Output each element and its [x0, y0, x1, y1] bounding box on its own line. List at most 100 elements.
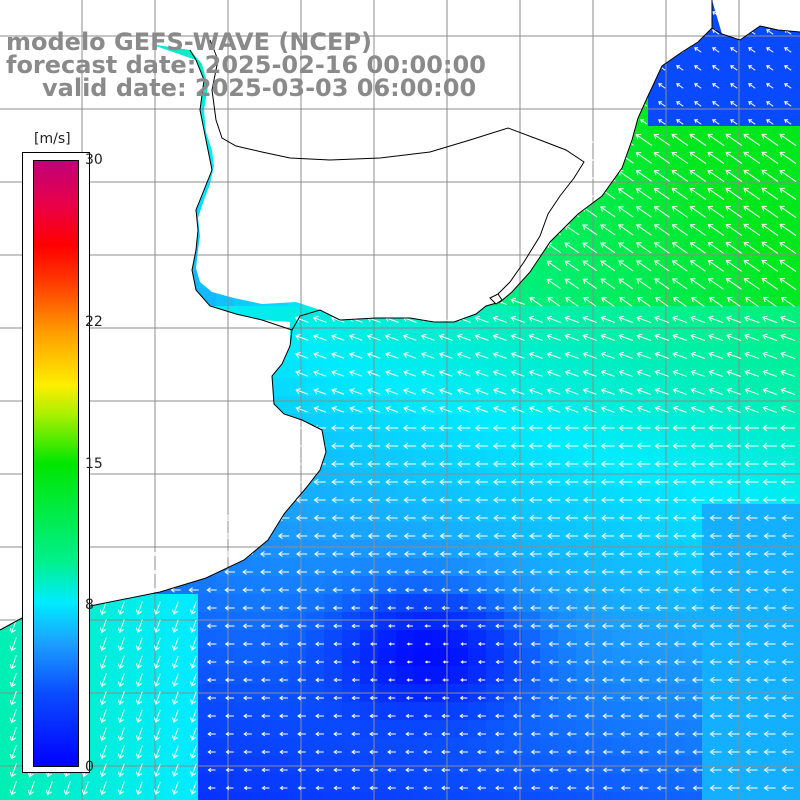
wind-arrow [780, 478, 795, 486]
wind-arrow [332, 587, 343, 593]
wind-arrow [207, 677, 217, 683]
wind-arrow [672, 442, 687, 450]
wind-arrow [474, 351, 489, 359]
speed-cell [306, 756, 325, 775]
wind-arrow [655, 550, 668, 558]
wind-arrow [708, 297, 723, 307]
wind-arrow [385, 551, 398, 557]
wind-arrow [745, 514, 758, 522]
wind-arrow [422, 569, 433, 575]
wind-arrow [547, 532, 560, 540]
speed-cell [684, 540, 703, 559]
speed-cell [792, 144, 800, 163]
wind-arrow [565, 514, 578, 522]
speed-cell [450, 792, 469, 800]
speed-cell [324, 540, 343, 559]
speed-cell [576, 396, 595, 415]
speed-cell [432, 396, 451, 415]
speed-cell [342, 558, 361, 577]
wind-arrow [727, 676, 740, 684]
speed-cell [792, 288, 800, 307]
wind-arrow [546, 460, 561, 468]
wind-arrow [351, 623, 360, 629]
wind-arrow [766, 83, 774, 89]
speed-cell [576, 306, 595, 325]
speed-cell [468, 468, 487, 487]
wind-arrow [439, 478, 452, 486]
wind-arrow [404, 587, 415, 593]
wind-arrow [154, 673, 161, 687]
speed-cell [558, 792, 577, 800]
wind-arrow [260, 569, 271, 575]
speed-cell [720, 324, 739, 343]
wind-arrow [206, 623, 217, 629]
speed-cell [522, 738, 541, 757]
speed-cell [522, 558, 541, 577]
speed-cell [756, 324, 775, 343]
wind-arrow [671, 170, 689, 182]
speed-cell [738, 666, 757, 685]
speed-cell [396, 414, 415, 433]
speed-cell [666, 594, 685, 613]
wind-arrow [745, 622, 758, 630]
wind-arrow [691, 586, 704, 594]
speed-cell [252, 738, 271, 757]
wind-arrow [530, 677, 541, 683]
speed-cell [738, 342, 757, 361]
speed-cell [774, 576, 793, 595]
colorbar-tick-8: 8 [85, 597, 94, 614]
wind-arrow [403, 496, 416, 504]
speed-cell [342, 396, 361, 415]
wind-arrow [636, 514, 651, 522]
wind-arrow [763, 658, 776, 666]
wind-arrow [619, 641, 632, 647]
speed-cell [792, 630, 800, 649]
wind-arrow [744, 387, 759, 395]
speed-cell [702, 342, 721, 361]
wind-arrow [442, 660, 449, 664]
wind-arrow [636, 387, 651, 395]
speed-cell [594, 702, 613, 721]
colorbar-units: [m/s] [33, 131, 72, 147]
speed-cell [720, 396, 739, 415]
speed-cell [306, 558, 325, 577]
wind-arrow [154, 655, 161, 669]
wind-arrow [673, 622, 686, 630]
speed-cell [216, 666, 235, 685]
speed-cell [558, 450, 577, 469]
speed-cell [486, 558, 505, 577]
wind-arrow [600, 442, 615, 450]
wind-arrow [242, 641, 253, 647]
wind-arrow [655, 586, 668, 594]
wind-arrow [331, 514, 344, 522]
wind-arrow [564, 478, 579, 486]
wind-arrow [403, 478, 416, 486]
wind-arrow [260, 551, 272, 557]
speed-cell [468, 702, 487, 721]
wind-arrow [563, 152, 580, 164]
wind-arrow [708, 351, 724, 359]
wind-arrow [188, 533, 200, 539]
wind-arrow [618, 333, 634, 341]
speed-cell [756, 648, 775, 667]
wind-arrow [331, 406, 344, 413]
wind-arrow [564, 424, 579, 432]
speed-cell [378, 702, 397, 721]
wind-arrow [781, 550, 794, 558]
wind-arrow [582, 351, 597, 359]
wind-arrow [495, 641, 504, 647]
speed-cell [288, 342, 307, 361]
speed-cell [612, 630, 631, 649]
wind-arrow [260, 587, 271, 593]
wind-arrow [779, 169, 797, 182]
speed-cell [450, 774, 469, 793]
speed-cell [630, 666, 649, 685]
speed-cell [720, 504, 739, 523]
speed-cell [216, 738, 235, 757]
wind-arrow [727, 568, 740, 576]
speed-cell [630, 792, 649, 800]
speed-cell [432, 414, 451, 433]
speed-cell [576, 594, 595, 613]
wind-arrow [599, 170, 616, 182]
speed-cell [774, 360, 793, 379]
